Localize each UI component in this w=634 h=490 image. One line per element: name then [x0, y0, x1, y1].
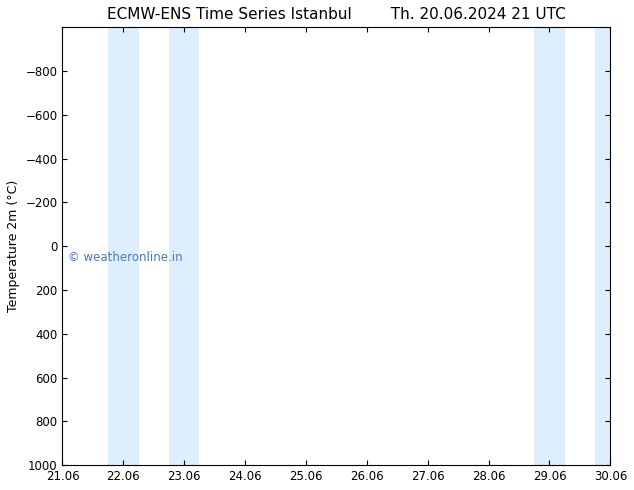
- Bar: [108, 27, 139, 465]
- Text: © weatheronline.in: © weatheronline.in: [68, 251, 183, 264]
- Bar: [595, 27, 611, 465]
- Bar: [169, 27, 200, 465]
- Bar: [534, 27, 565, 465]
- Y-axis label: Temperature 2m (°C): Temperature 2m (°C): [7, 180, 20, 312]
- Title: ECMW-ENS Time Series Istanbul        Th. 20.06.2024 21 UTC: ECMW-ENS Time Series Istanbul Th. 20.06.…: [107, 7, 566, 22]
